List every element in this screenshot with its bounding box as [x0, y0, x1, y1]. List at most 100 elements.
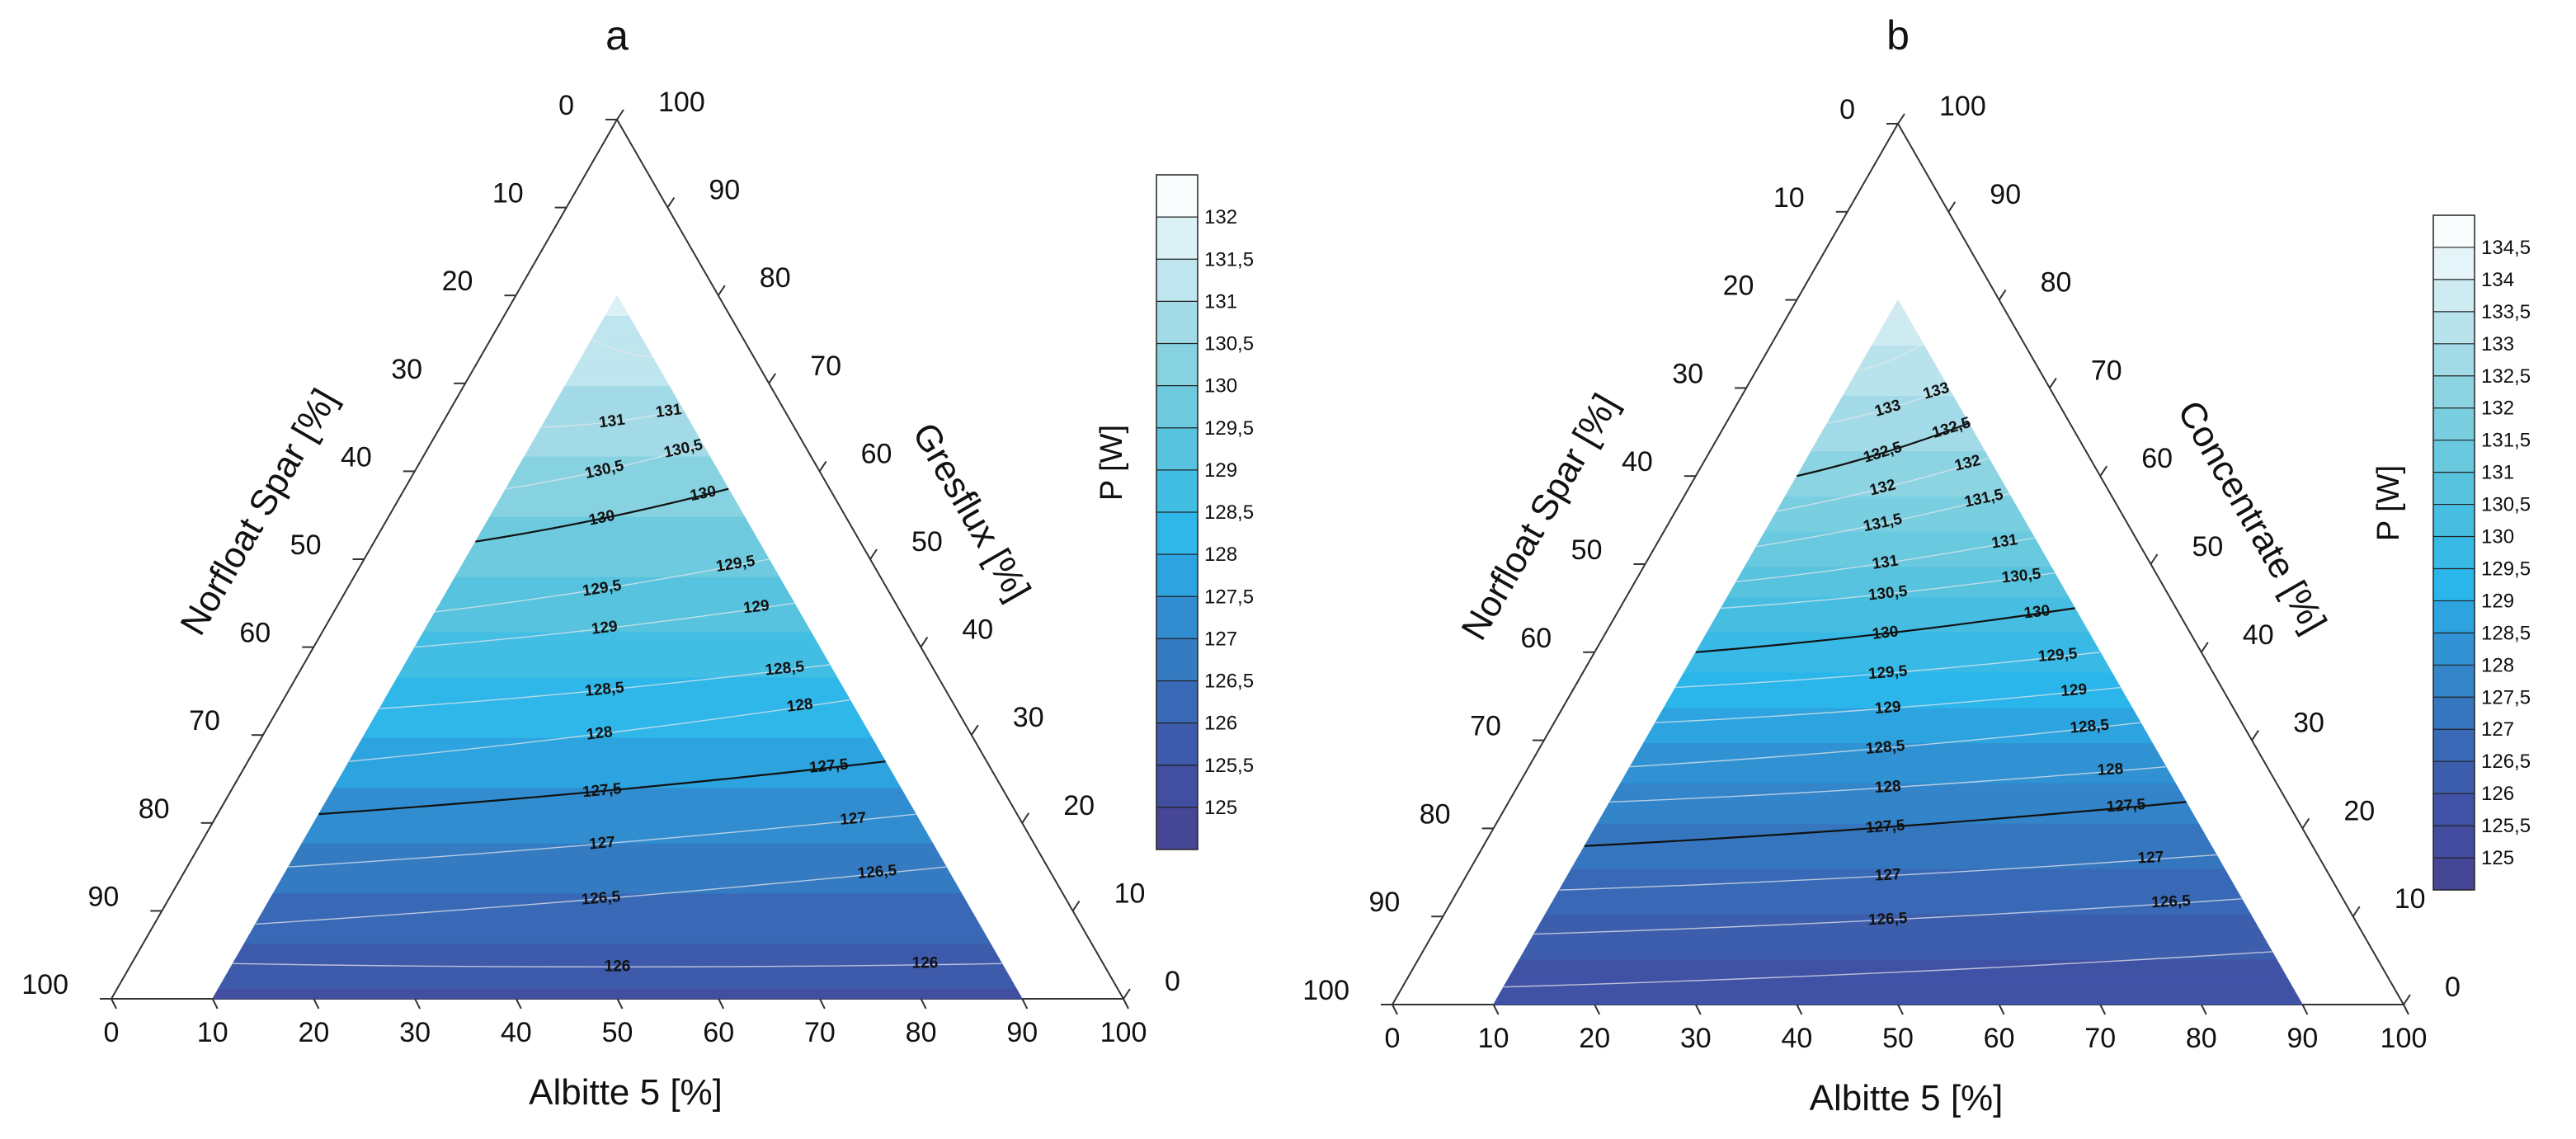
panel-title: a	[605, 12, 629, 59]
contour-label: 128,5	[765, 658, 806, 680]
contour-band	[570, 370, 664, 377]
right-tick	[2150, 553, 2159, 565]
bottom-tick-label: 10	[197, 1017, 228, 1048]
contour-band	[576, 360, 658, 366]
left-tick-label: 0	[558, 90, 574, 121]
contour-band	[440, 596, 794, 603]
contour-band	[275, 882, 959, 889]
contour-band	[313, 817, 922, 824]
bottom-tick	[111, 998, 117, 1010]
bottom-tick-label: 0	[1385, 1023, 1401, 1054]
right-tick	[768, 373, 777, 384]
contour-line	[1533, 898, 2242, 935]
contour-band	[1894, 299, 1902, 306]
colorbar-tick-label: 128	[2481, 654, 2514, 676]
bottom-tick-label: 0	[104, 1017, 120, 1048]
contour-band	[382, 697, 852, 704]
contour-label: 126,5	[857, 862, 898, 882]
colorbar-segment	[1156, 301, 1198, 344]
right-axis-label: Gresflux [%]	[905, 417, 1038, 608]
contour-label: 127,5	[2106, 796, 2146, 816]
right-tick-label: 20	[2343, 795, 2375, 826]
contour-line	[1584, 801, 2187, 847]
right-tick	[920, 637, 929, 648]
colorbar-segment	[2433, 343, 2475, 377]
contour-line	[233, 963, 1002, 968]
colorbar-segment	[1156, 385, 1198, 429]
colorbar-segment	[1156, 680, 1198, 724]
contour-line	[1675, 652, 2101, 689]
axis-ticks: 0 10 20 30 40 50 60 70 80 90 100010203040506070809…	[21, 87, 1180, 1048]
right-tick	[869, 548, 878, 560]
contour-band	[1859, 360, 1937, 366]
contour-lines: 126,5 126,5 127 127 127,5 127,5 128 128 128,5 128…	[1503, 308, 2272, 988]
contour-fill	[1492, 299, 2304, 1005]
right-tick-label: 30	[1013, 702, 1044, 733]
right-tick-label: 40	[962, 614, 993, 646]
contour-label: 128	[786, 695, 814, 716]
left-tick-label: 50	[1571, 534, 1603, 566]
contour-band	[1882, 319, 1914, 326]
contour-band	[1871, 340, 1925, 346]
bottom-tick	[211, 998, 219, 1010]
contour-line	[1827, 387, 1949, 424]
left-tick-label: 70	[1470, 711, 1501, 742]
contour-line	[1655, 686, 2121, 723]
contour-band	[466, 551, 769, 558]
contour-band	[492, 506, 742, 512]
colorbar-segment	[2433, 633, 2475, 666]
contour-band	[601, 315, 633, 322]
contour-label: 129	[742, 597, 770, 618]
contour-band	[241, 943, 994, 949]
colorbar-tick-label: 128,5	[2481, 622, 2531, 644]
contour-band	[295, 847, 940, 854]
colorbar-segment	[1156, 469, 1198, 513]
right-tick-label: 30	[2293, 708, 2324, 739]
bottom-tick	[2200, 1004, 2207, 1015]
contour-label: 126	[605, 958, 631, 975]
left-tick-label: 70	[189, 705, 220, 737]
colorbar-tick-label: 125,5	[2481, 815, 2531, 837]
contour-band	[558, 390, 676, 397]
contour-band	[258, 913, 977, 919]
colorbar-tick-label: 129	[1204, 459, 1237, 482]
contour-band	[1521, 948, 2275, 955]
contour-band	[1556, 888, 2240, 895]
contour-band	[324, 797, 911, 803]
bottom-tick-label: 60	[1984, 1023, 2015, 1054]
right-tick	[818, 460, 827, 472]
bottom-tick-label: 20	[1579, 1023, 1610, 1054]
right-tick-label: 90	[1990, 179, 2021, 210]
contour-band	[316, 812, 919, 819]
contour-band	[345, 762, 890, 769]
right-tick	[1947, 201, 1957, 213]
contour-band	[411, 647, 823, 653]
contour-band	[1865, 350, 1931, 356]
contour-line	[1735, 537, 2035, 583]
contour-band	[567, 375, 667, 382]
contour-band	[1576, 853, 2220, 859]
contour-band	[287, 863, 948, 869]
contour-band	[607, 304, 627, 311]
contour-label: 128	[2097, 760, 2124, 779]
bottom-tick-label: 30	[1680, 1023, 1712, 1054]
contour-line	[1797, 422, 1970, 478]
contour-band	[249, 928, 986, 934]
left-tick-label: 10	[492, 178, 524, 209]
colorbar-tick-label: 131	[1204, 290, 1237, 313]
contour-label: 127	[588, 834, 615, 854]
bottom-tick	[2099, 1004, 2107, 1015]
contour-line	[1756, 492, 2010, 548]
right-tick	[2099, 465, 2108, 477]
bottom-tick	[1998, 1004, 2005, 1015]
contour-band	[318, 807, 916, 814]
right-tick	[1897, 113, 1905, 125]
right-tick-label: 90	[709, 175, 740, 206]
contour-band	[1498, 989, 2298, 995]
bottom-tick-label: 40	[501, 1017, 532, 1048]
contour-band	[1579, 848, 2217, 854]
contour-label: 128,5	[584, 679, 625, 700]
contour-band	[1492, 999, 2304, 1005]
left-axis-label: Norfloat Spar [%]	[172, 382, 345, 642]
contour-band	[1709, 621, 2087, 628]
